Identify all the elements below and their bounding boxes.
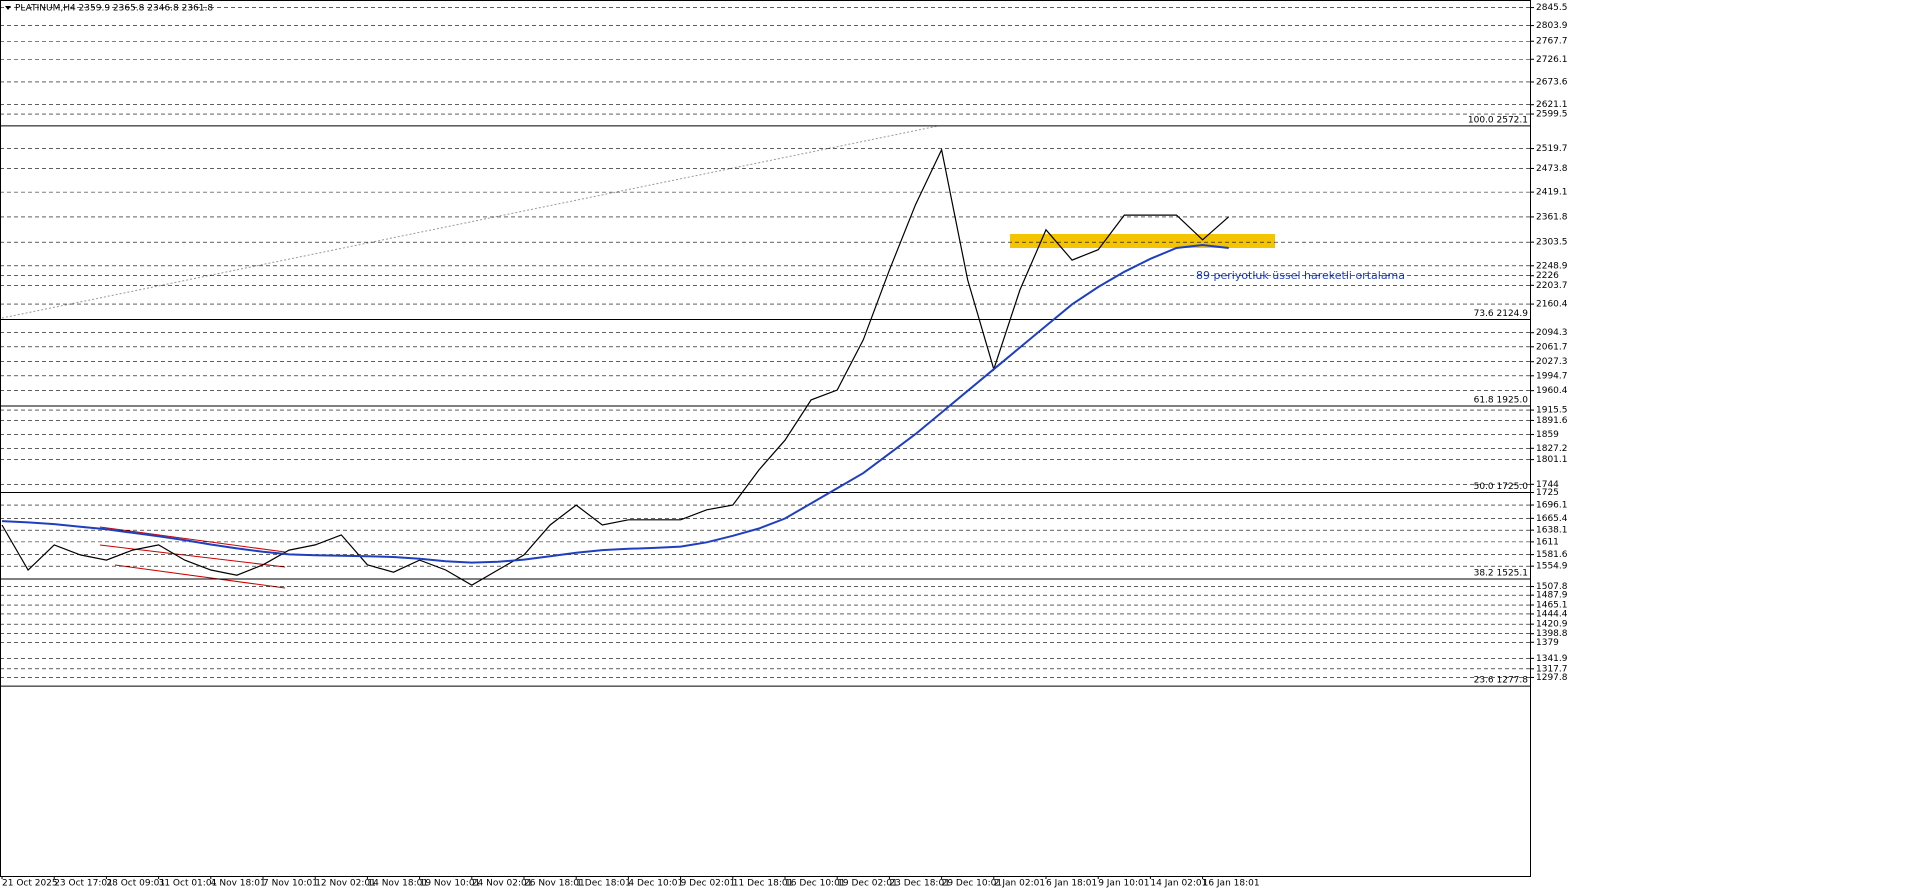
y-tick-label: 1341.9 bbox=[1536, 654, 1568, 664]
y-tick-label: 2361.8 bbox=[1536, 212, 1568, 222]
x-tick-label: 12 Nov 02:01 bbox=[315, 879, 376, 888]
x-tick-label: 26 Nov 18:01 bbox=[524, 879, 585, 888]
y-tick-label: 2248.9 bbox=[1536, 261, 1568, 271]
x-tick-label: 23 Dec 18:01 bbox=[889, 879, 950, 888]
x-tick-label: 19 Dec 02:01 bbox=[837, 879, 898, 888]
y-tick-label: 1859 bbox=[1536, 430, 1559, 440]
x-tick-label: 16 Jan 18:01 bbox=[1203, 879, 1260, 888]
fib-label: 38.2 1525.1 bbox=[1474, 569, 1528, 579]
y-tick-label: 1994.7 bbox=[1536, 371, 1568, 381]
fib-label: 61.8 1925.0 bbox=[1474, 395, 1529, 405]
x-tick-label: 11 Dec 18:01 bbox=[733, 879, 794, 888]
series-line bbox=[1, 243, 1229, 564]
x-tick-label: 7 Nov 10:01 bbox=[263, 879, 318, 888]
y-tick-label: 2767.7 bbox=[1536, 37, 1568, 47]
y-tick-label: 1379 bbox=[1536, 638, 1559, 648]
x-tick-label: 14 Jan 02:01 bbox=[1150, 879, 1207, 888]
x-tick-label: 6 Jan 18:01 bbox=[1046, 879, 1097, 888]
fib-label: 100.0 2572.1 bbox=[1468, 115, 1528, 125]
series-line bbox=[1, 147, 1230, 586]
y-tick-label: 2226 bbox=[1536, 271, 1559, 281]
menu-arrow bbox=[5, 6, 11, 10]
y-tick-label: 1398.8 bbox=[1536, 629, 1568, 639]
y-tick-label: 2027.3 bbox=[1536, 357, 1568, 367]
x-tick-label: 19 Nov 10:01 bbox=[420, 879, 481, 888]
fib-label: 50.0 1725.0 bbox=[1474, 482, 1529, 492]
y-tick-label: 1891.6 bbox=[1536, 416, 1568, 426]
x-tick-label: 9 Jan 10:01 bbox=[1098, 879, 1149, 888]
fib-trend-line bbox=[1, 125, 939, 319]
x-tick-label: 23 Oct 17:01 bbox=[54, 879, 113, 888]
y-tick-label: 1487.9 bbox=[1536, 591, 1568, 601]
y-tick-label: 2673.6 bbox=[1536, 77, 1568, 87]
channel-line bbox=[114, 564, 286, 589]
x-tick-label: 14 Nov 18:01 bbox=[367, 879, 428, 888]
fib-label: 23.6 1277.8 bbox=[1474, 676, 1529, 686]
y-tick-label: 2303.5 bbox=[1536, 238, 1568, 248]
y-tick-label: 2726.1 bbox=[1536, 55, 1568, 65]
x-tick-label: 21 Oct 2025 bbox=[2, 879, 58, 888]
channel-line bbox=[99, 544, 286, 568]
y-tick-label: 1317.7 bbox=[1536, 664, 1568, 674]
annotation: 89 periyotluk üssel hareketli ortalama bbox=[1196, 269, 1405, 282]
y-tick-label: 2803.9 bbox=[1536, 21, 1568, 31]
y-tick-label: 1665.4 bbox=[1536, 514, 1568, 524]
x-tick-label: 4 Nov 18:01 bbox=[211, 879, 266, 888]
x-tick-label: 4 Dec 10:01 bbox=[628, 879, 683, 888]
plot-frame bbox=[0, 0, 1531, 877]
y-tick-label: 1465.1 bbox=[1536, 601, 1568, 611]
y-tick-label: 1696.1 bbox=[1536, 501, 1568, 511]
y-tick-label: 2160.4 bbox=[1536, 300, 1568, 310]
y-tick-label: 1801.1 bbox=[1536, 455, 1568, 465]
fib-label: 73.6 2124.9 bbox=[1474, 309, 1529, 319]
y-tick-label: 2621.1 bbox=[1536, 100, 1568, 110]
y-tick-label: 1915.5 bbox=[1536, 406, 1568, 416]
y-tick-label: 1744 bbox=[1536, 480, 1559, 490]
y-tick-label: 2599.5 bbox=[1536, 110, 1568, 120]
x-tick-label: 2 Jan 02:01 bbox=[994, 879, 1045, 888]
chart-title: PLATINUM,H4 2359.9 2365.8 2346.8 2361.8 bbox=[15, 4, 213, 14]
y-tick-label: 2845.5 bbox=[1536, 3, 1568, 13]
y-tick-label: 1638.1 bbox=[1536, 526, 1568, 536]
y-tick-label: 2203.7 bbox=[1536, 281, 1568, 291]
y-tick-label: 1420.9 bbox=[1536, 620, 1568, 630]
y-tick-label: 1554.9 bbox=[1536, 562, 1568, 572]
y-tick-label: 2061.7 bbox=[1536, 342, 1568, 352]
y-tick-label: 1507.8 bbox=[1536, 582, 1568, 592]
y-tick-label: 1960.4 bbox=[1536, 386, 1568, 396]
x-tick-label: 24 Nov 02:01 bbox=[472, 879, 533, 888]
x-tick-label: 1 Dec 18:01 bbox=[576, 879, 631, 888]
y-tick-label: 2094.3 bbox=[1536, 328, 1568, 338]
y-tick-label: 1444.4 bbox=[1536, 609, 1568, 619]
channel-line bbox=[99, 526, 286, 553]
x-tick-label: 28 Oct 09:01 bbox=[106, 879, 165, 888]
y-tick-label: 1725 bbox=[1536, 488, 1559, 498]
y-tick-label: 1581.6 bbox=[1536, 550, 1568, 560]
support-zone bbox=[1010, 234, 1275, 248]
x-tick-label: 31 Oct 01:01 bbox=[159, 879, 218, 888]
x-tick-label: 29 Dec 10:01 bbox=[942, 879, 1003, 888]
x-tick-label: 16 Dec 10:01 bbox=[785, 879, 846, 888]
y-tick-label: 2473.8 bbox=[1536, 164, 1568, 174]
y-tick-label: 1297.8 bbox=[1536, 673, 1568, 683]
y-tick-label: 1827.2 bbox=[1536, 444, 1568, 454]
y-tick-label: 1611 bbox=[1536, 537, 1559, 547]
y-tick-label: 2419.1 bbox=[1536, 188, 1568, 198]
x-tick-label: 9 Dec 02:01 bbox=[681, 879, 736, 888]
y-tick-label: 2519.7 bbox=[1536, 144, 1568, 154]
